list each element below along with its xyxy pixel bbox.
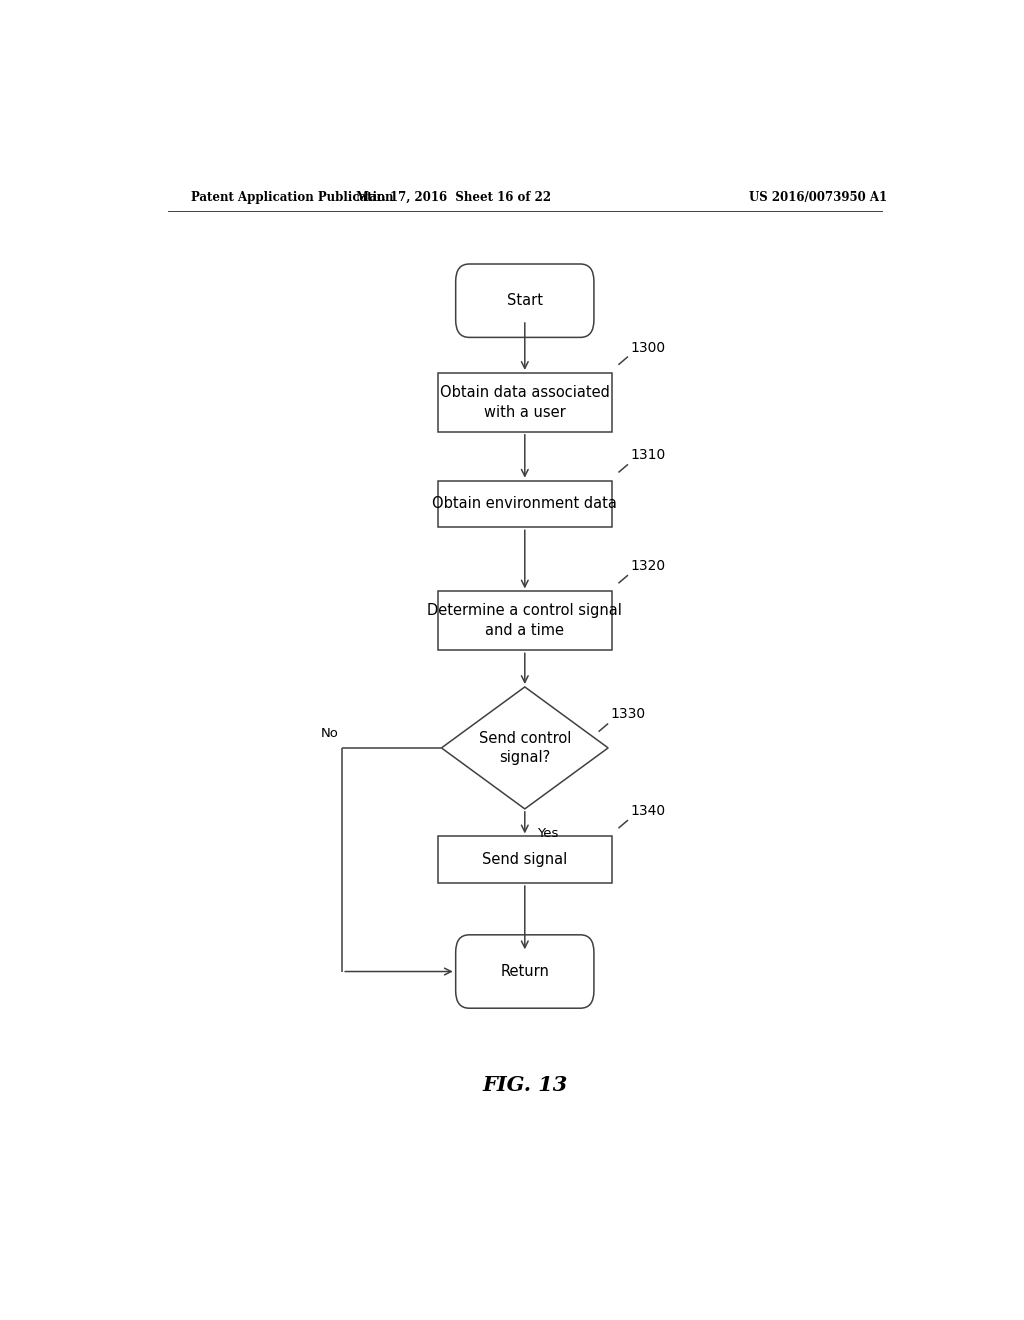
Text: No: No — [321, 727, 338, 739]
Text: 1310: 1310 — [631, 449, 666, 462]
Text: Yes: Yes — [537, 828, 558, 841]
Text: Send control
signal?: Send control signal? — [478, 730, 571, 766]
Bar — [437, 591, 612, 651]
Text: 1340: 1340 — [631, 804, 666, 818]
Bar — [437, 480, 612, 528]
Text: Determine a control signal
and a time: Determine a control signal and a time — [427, 603, 623, 639]
Text: Obtain environment data: Obtain environment data — [432, 496, 617, 511]
Text: Return: Return — [501, 964, 549, 979]
Bar — [437, 372, 612, 432]
Text: Send signal: Send signal — [482, 853, 567, 867]
FancyBboxPatch shape — [456, 935, 594, 1008]
Text: 1300: 1300 — [631, 341, 666, 355]
Text: 1330: 1330 — [610, 708, 646, 722]
Text: Start: Start — [507, 293, 543, 308]
Bar — [437, 837, 612, 883]
Text: US 2016/0073950 A1: US 2016/0073950 A1 — [750, 190, 888, 203]
Polygon shape — [441, 686, 608, 809]
Text: Obtain data associated
with a user: Obtain data associated with a user — [440, 385, 609, 420]
Text: 1320: 1320 — [631, 560, 666, 573]
Text: Mar. 17, 2016  Sheet 16 of 22: Mar. 17, 2016 Sheet 16 of 22 — [355, 190, 551, 203]
FancyBboxPatch shape — [456, 264, 594, 338]
Text: FIG. 13: FIG. 13 — [482, 1076, 567, 1096]
Text: Patent Application Publication: Patent Application Publication — [191, 190, 394, 203]
